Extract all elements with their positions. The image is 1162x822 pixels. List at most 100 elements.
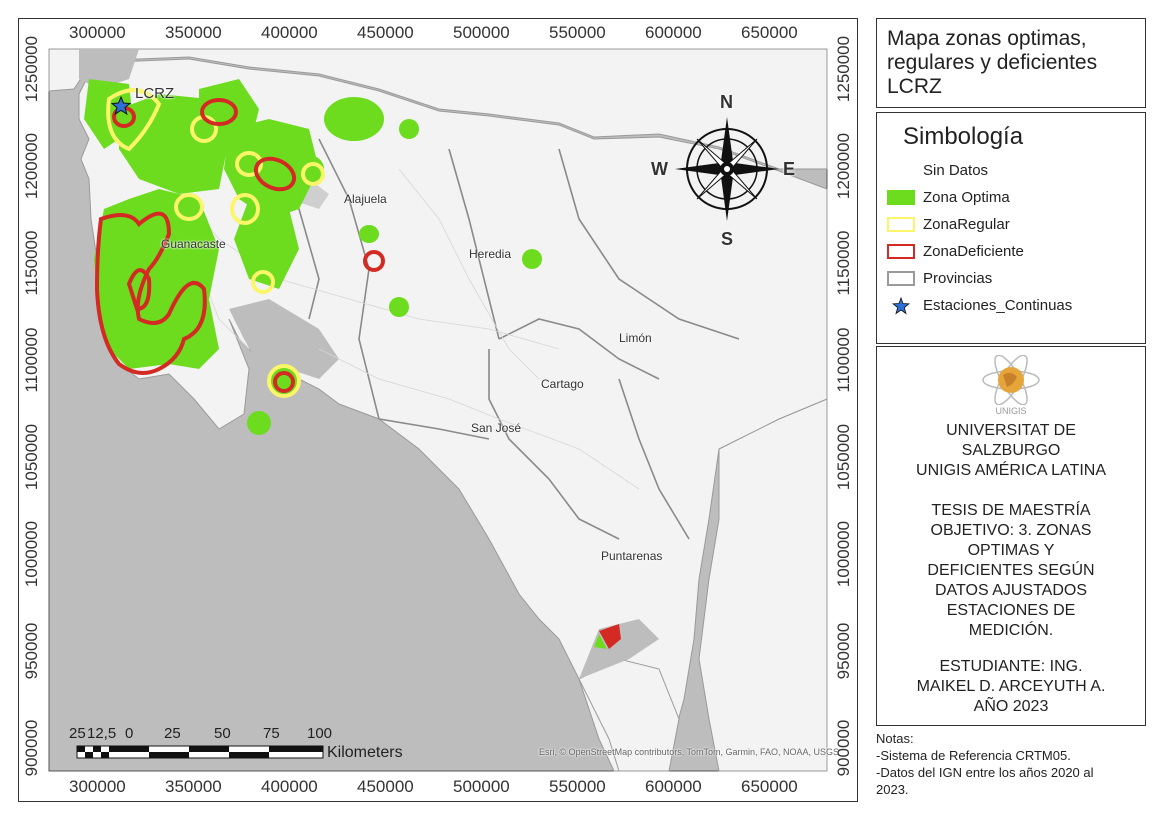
- x-tick-top: 450000: [357, 23, 414, 42]
- scale-unit: Kilometers: [327, 744, 403, 761]
- x-tick-bottom: 300000: [69, 777, 126, 796]
- student-line: MAIKEL D. ARCEYUTH A.: [916, 678, 1106, 695]
- legend-item-zona-regular: ZonaRegular: [887, 211, 1135, 238]
- zona-optima: [84, 79, 542, 435]
- scale-label: 50: [214, 725, 231, 742]
- yellow-outline-icon: [887, 217, 915, 232]
- student-line: ESTUDIANTE: ING.: [939, 658, 1083, 675]
- map-title-line: regulares y deficientes: [887, 51, 1098, 74]
- scale-label: 0: [125, 725, 134, 742]
- scale-label: 25: [164, 725, 181, 742]
- gulf-of-nicoya: [229, 299, 339, 379]
- y-tick-left: 950000: [22, 622, 41, 680]
- student-line: AÑO 2023: [973, 698, 1049, 715]
- map-canvas[interactable]: [19, 19, 857, 801]
- y-tick-right: 1050000: [834, 423, 853, 491]
- legend-label: Zona Optima: [923, 189, 1010, 206]
- logo-text: UNIGIS: [995, 406, 1027, 416]
- x-tick-bottom: 650000: [741, 777, 798, 796]
- legend-item-provincias: Provincias: [887, 265, 1135, 292]
- legend-item-zona-optima: Zona Optima: [887, 184, 1135, 211]
- y-tick-right: 950000: [834, 622, 853, 680]
- y-tick-right: 1100000: [834, 327, 853, 393]
- legend-label: Estaciones_Continuas: [923, 297, 1073, 314]
- university-line: SALZBURGO: [961, 442, 1061, 459]
- label-lcrz: LCRZ: [135, 85, 175, 102]
- y-tick-right: 900000: [834, 719, 853, 777]
- green-fill-icon: [887, 190, 915, 205]
- label-san-jose: San José: [471, 421, 522, 435]
- thesis-line: TESIS DE MAESTRÍA: [931, 502, 1091, 519]
- blank-icon: [887, 163, 915, 178]
- zona-deficiente-osa: [599, 624, 621, 649]
- star-icon: [887, 296, 915, 314]
- compass-e: E: [783, 159, 796, 179]
- legend-item-estaciones: Estaciones_Continuas: [887, 292, 1135, 319]
- x-tick-bottom: 500000: [453, 777, 510, 796]
- legend-title: Simbología: [903, 123, 1024, 150]
- compass-rose-icon: [675, 117, 779, 221]
- compass-n: N: [720, 92, 733, 112]
- x-tick-bottom: 400000: [261, 777, 318, 796]
- university-line: UNIVERSITAT DE: [946, 422, 1076, 439]
- legend-label: ZonaDeficiente: [923, 243, 1024, 260]
- globe-logo-icon: [982, 354, 1040, 406]
- legend-box: Simbología Sin Datos Zona Optima ZonaReg…: [876, 112, 1146, 344]
- y-tick-left: 1200000: [22, 132, 41, 200]
- y-tick-left: 1000000: [22, 520, 41, 588]
- gray-outline-icon: [887, 271, 915, 286]
- x-tick-top: 600000: [645, 23, 702, 42]
- attribution: Esri, © OpenStreetMap contributors, TomT…: [539, 747, 840, 757]
- scale-label: 100: [307, 725, 333, 742]
- y-tick-left: 1100000: [22, 327, 41, 393]
- x-tick-top: 350000: [165, 23, 222, 42]
- x-tick-bottom: 450000: [357, 777, 414, 796]
- thesis-line: DATOS AJUSTADOS: [934, 582, 1088, 599]
- label-heredia: Heredia: [469, 247, 512, 261]
- notes: Notas: -Sistema de Referencia CRTM05. -D…: [876, 730, 1156, 798]
- y-tick-right: 1200000: [834, 132, 853, 200]
- unigis-logo: UNIGIS: [981, 354, 1041, 417]
- y-tick-right: 1150000: [834, 230, 853, 296]
- notes-line: Notas:: [876, 731, 914, 746]
- compass-w: W: [651, 159, 668, 179]
- map-title-line: Mapa zonas optimas,: [887, 27, 1087, 50]
- map-title-box: Mapa zonas optimas, regulares y deficien…: [876, 18, 1146, 108]
- red-outline-icon: [887, 244, 915, 259]
- scale-label: 12,5: [87, 725, 117, 742]
- thesis-line: DEFICIENTES SEGÚN: [927, 562, 1095, 579]
- thesis-line: ESTACIONES DE: [946, 602, 1076, 619]
- station-lcrz-icon[interactable]: [110, 95, 132, 116]
- legend-label: ZonaRegular: [923, 216, 1010, 233]
- y-tick-left: 900000: [22, 719, 41, 777]
- y-tick-right: 1000000: [834, 520, 853, 588]
- x-tick-top: 400000: [261, 23, 318, 42]
- map-title-line: LCRZ: [887, 75, 942, 98]
- label-cartago: Cartago: [541, 377, 584, 391]
- y-tick-left: 1250000: [22, 35, 41, 103]
- label-alajuela: Alajuela: [344, 192, 387, 206]
- info-box: UNIGIS UNIVERSITAT DE SALZBURGO UNIGIS A…: [876, 346, 1146, 726]
- x-tick-bottom: 600000: [645, 777, 702, 796]
- thesis-line: MEDICIÓN.: [968, 622, 1054, 639]
- thesis-line: OBJETIVO: 3. ZONAS: [930, 522, 1092, 539]
- x-tick-top: 650000: [741, 23, 798, 42]
- compass-s: S: [721, 229, 734, 249]
- notes-line: 2023.: [876, 782, 909, 797]
- x-tick-top: 300000: [69, 23, 126, 42]
- thesis-line: OPTIMAS Y: [967, 542, 1055, 559]
- scale-label: 25: [69, 725, 86, 742]
- notes-line: -Datos del IGN entre los años 2020 al: [876, 765, 1094, 780]
- legend-item-sin-datos: Sin Datos: [887, 157, 1135, 184]
- label-guanacaste: Guanacaste: [161, 237, 226, 251]
- y-tick-left: 1050000: [22, 423, 41, 491]
- map-frame: LCRZ Guanacaste Alajuela Heredia Limón C…: [18, 18, 858, 802]
- y-tick-left: 1150000: [22, 230, 41, 296]
- scalebar: [76, 745, 324, 759]
- label-limon: Limón: [619, 331, 652, 345]
- y-tick-right: 1250000: [834, 35, 853, 103]
- x-tick-bottom: 550000: [549, 777, 606, 796]
- scale-label: 75: [263, 725, 280, 742]
- x-tick-bottom: 350000: [165, 777, 222, 796]
- notes-line: -Sistema de Referencia CRTM05.: [876, 748, 1071, 763]
